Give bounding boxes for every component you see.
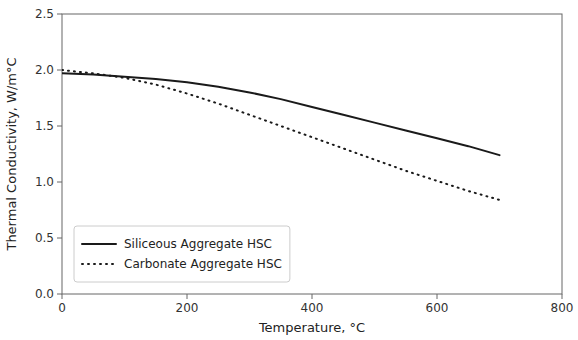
tick-mark [57, 70, 62, 71]
tick-mark [562, 294, 563, 299]
tick-mark [187, 294, 188, 299]
tick-label: 200 [176, 301, 199, 315]
tick-label: 2.0 [35, 63, 54, 77]
tick-mark [312, 294, 313, 299]
tick-mark [57, 294, 62, 295]
chart-container: 0 200 400 600 800 0.0 0.5 1.0 1.5 2.0 2.5 Temperatu… [0, 0, 578, 340]
chart-svg: 0 200 400 600 800 0.0 0.5 1.0 1.5 2.0 2.5 Temperatu… [0, 0, 578, 340]
tick-mark [57, 238, 62, 239]
legend-box [74, 226, 290, 282]
tick-label: 1.0 [35, 175, 54, 189]
tick-mark [57, 182, 62, 183]
legend-swatch [82, 263, 116, 265]
x-axis: 0 200 400 600 800 [58, 294, 573, 315]
lines [62, 70, 500, 200]
tick-label: 2.5 [35, 7, 54, 21]
tick-label: 1.5 [35, 119, 54, 133]
tick-label: 0 [58, 301, 66, 315]
tick-label: 0.0 [35, 287, 54, 301]
tick-mark [437, 294, 438, 299]
y-axis: 0.0 0.5 1.0 1.5 2.0 2.5 [35, 7, 62, 301]
plot-frame [62, 14, 562, 294]
tick-mark [57, 14, 62, 15]
x-axis-label: Temperature, °C [258, 320, 365, 335]
tick-mark [62, 294, 63, 299]
tick-label: 400 [301, 301, 324, 315]
legend-label: Siliceous Aggregate HSC [124, 237, 272, 251]
legend-label: Carbonate Aggregate HSC [124, 257, 282, 271]
tick-label: 800 [551, 301, 574, 315]
legend-swatch [82, 243, 116, 245]
series-line [62, 73, 500, 155]
tick-label: 0.5 [35, 231, 54, 245]
y-axis-label: Thermal Conductivity, W/m°C [4, 57, 19, 251]
tick-label: 600 [426, 301, 449, 315]
tick-mark [57, 126, 62, 127]
plot-background [62, 14, 562, 294]
series-line [62, 70, 500, 200]
legend: Siliceous Aggregate HSC Carbonate Aggrega… [74, 226, 290, 282]
